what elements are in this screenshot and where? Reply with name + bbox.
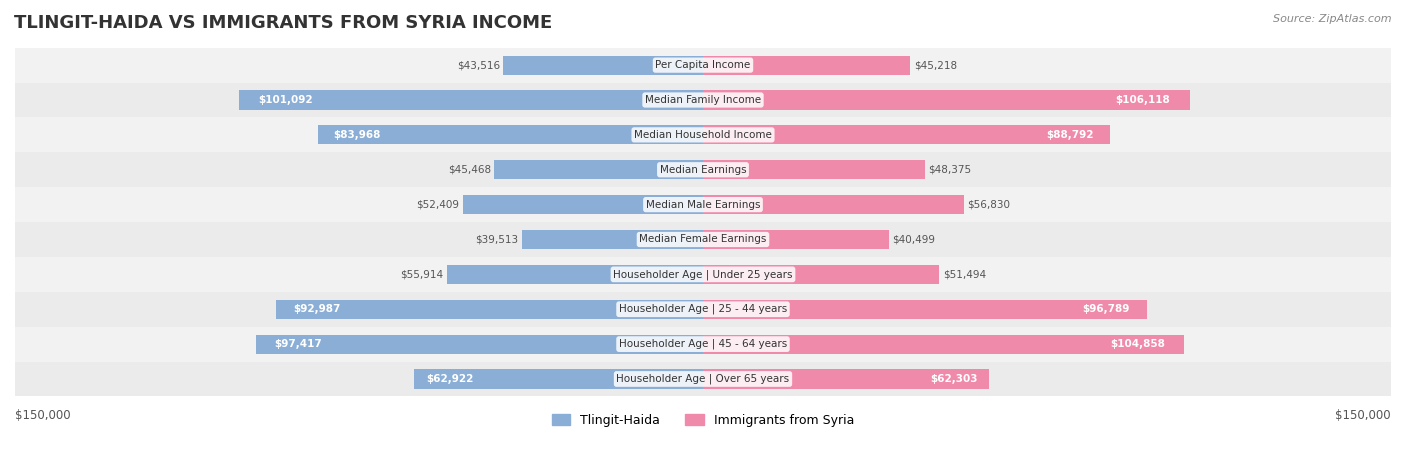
Bar <box>277 300 703 319</box>
Text: $48,375: $48,375 <box>928 165 972 175</box>
Text: $39,513: $39,513 <box>475 234 519 245</box>
Text: $96,789: $96,789 <box>1081 304 1129 314</box>
Text: $62,303: $62,303 <box>929 374 977 384</box>
Text: $150,000: $150,000 <box>15 409 70 422</box>
Bar <box>703 125 1111 144</box>
FancyBboxPatch shape <box>15 187 1391 222</box>
FancyBboxPatch shape <box>15 48 1391 83</box>
Bar <box>703 334 1184 354</box>
Bar <box>522 230 703 249</box>
FancyBboxPatch shape <box>15 361 1391 396</box>
Text: Median Family Income: Median Family Income <box>645 95 761 105</box>
Text: Source: ZipAtlas.com: Source: ZipAtlas.com <box>1274 14 1392 24</box>
Text: Median Earnings: Median Earnings <box>659 165 747 175</box>
FancyBboxPatch shape <box>15 327 1391 361</box>
Bar <box>703 195 963 214</box>
Text: $55,914: $55,914 <box>399 269 443 279</box>
Text: Householder Age | Under 25 years: Householder Age | Under 25 years <box>613 269 793 280</box>
Text: $104,858: $104,858 <box>1109 339 1164 349</box>
Text: Per Capita Income: Per Capita Income <box>655 60 751 70</box>
Bar <box>703 160 925 179</box>
Bar <box>703 265 939 284</box>
Text: $150,000: $150,000 <box>1336 409 1391 422</box>
FancyBboxPatch shape <box>15 292 1391 327</box>
Bar <box>415 369 703 389</box>
Text: $56,830: $56,830 <box>967 199 1010 210</box>
FancyBboxPatch shape <box>15 117 1391 152</box>
Text: $52,409: $52,409 <box>416 199 460 210</box>
Text: $40,499: $40,499 <box>893 234 935 245</box>
Bar <box>703 91 1189 110</box>
Text: Median Female Earnings: Median Female Earnings <box>640 234 766 245</box>
Text: Householder Age | Over 65 years: Householder Age | Over 65 years <box>616 374 790 384</box>
Bar <box>703 230 889 249</box>
Bar <box>256 334 703 354</box>
Text: $62,922: $62,922 <box>426 374 474 384</box>
Text: $97,417: $97,417 <box>274 339 322 349</box>
Bar <box>703 300 1147 319</box>
Bar <box>239 91 703 110</box>
Text: $101,092: $101,092 <box>257 95 312 105</box>
FancyBboxPatch shape <box>15 222 1391 257</box>
Bar <box>503 56 703 75</box>
Text: $106,118: $106,118 <box>1115 95 1170 105</box>
Text: $83,968: $83,968 <box>333 130 381 140</box>
Bar <box>703 369 988 389</box>
Text: Median Household Income: Median Household Income <box>634 130 772 140</box>
Text: $51,494: $51,494 <box>942 269 986 279</box>
Text: TLINGIT-HAIDA VS IMMIGRANTS FROM SYRIA INCOME: TLINGIT-HAIDA VS IMMIGRANTS FROM SYRIA I… <box>14 14 553 32</box>
FancyBboxPatch shape <box>15 83 1391 117</box>
Text: Householder Age | 45 - 64 years: Householder Age | 45 - 64 years <box>619 339 787 349</box>
Bar <box>447 265 703 284</box>
Text: $45,468: $45,468 <box>449 165 491 175</box>
Text: $43,516: $43,516 <box>457 60 501 70</box>
Text: Median Male Earnings: Median Male Earnings <box>645 199 761 210</box>
Bar <box>463 195 703 214</box>
FancyBboxPatch shape <box>15 152 1391 187</box>
Text: $45,218: $45,218 <box>914 60 957 70</box>
Text: Householder Age | 25 - 44 years: Householder Age | 25 - 44 years <box>619 304 787 314</box>
Bar <box>495 160 703 179</box>
Legend: Tlingit-Haida, Immigrants from Syria: Tlingit-Haida, Immigrants from Syria <box>547 409 859 432</box>
Bar <box>318 125 703 144</box>
Bar <box>703 56 911 75</box>
Text: $88,792: $88,792 <box>1046 130 1094 140</box>
FancyBboxPatch shape <box>15 257 1391 292</box>
Text: $92,987: $92,987 <box>294 304 340 314</box>
